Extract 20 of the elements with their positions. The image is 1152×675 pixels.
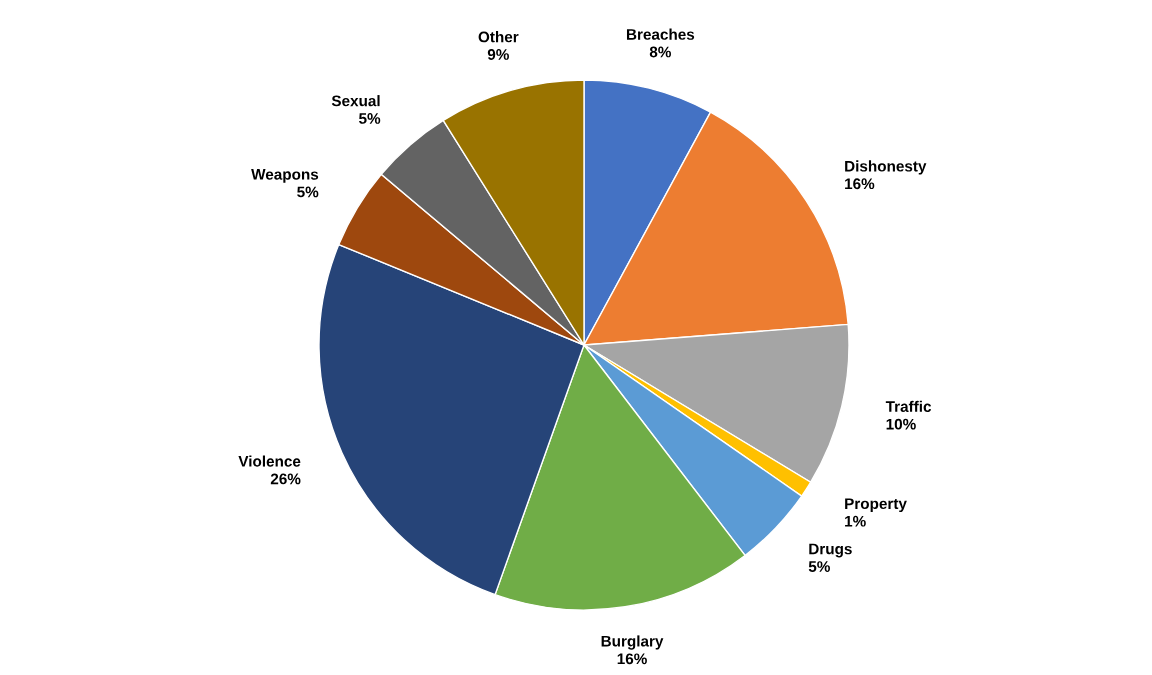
data-label: 8% [649,46,671,58]
slice-label: Sexual [331,95,380,107]
data-label: 1% [845,515,866,527]
data-label: 26% [270,473,301,485]
data-label: 5% [297,186,319,198]
data-label: 5% [359,113,381,124]
slice-label: Breaches [626,28,695,40]
data-label: 16% [845,178,875,190]
slice-label: Other [478,31,519,43]
data-label: 5% [808,561,830,572]
slice-label: Drugs [809,543,852,558]
slice-label: Burglary [601,635,664,650]
data-label: 10% [886,418,916,430]
slice-label: Property [845,498,907,513]
slice-label: Violence [238,455,301,467]
slice-label: Traffic [885,400,932,412]
slice-label: Dishonesty [845,160,927,175]
data-label: 9% [487,49,509,60]
data-label: 16% [617,653,647,665]
slice-label: Weapons [251,169,319,183]
